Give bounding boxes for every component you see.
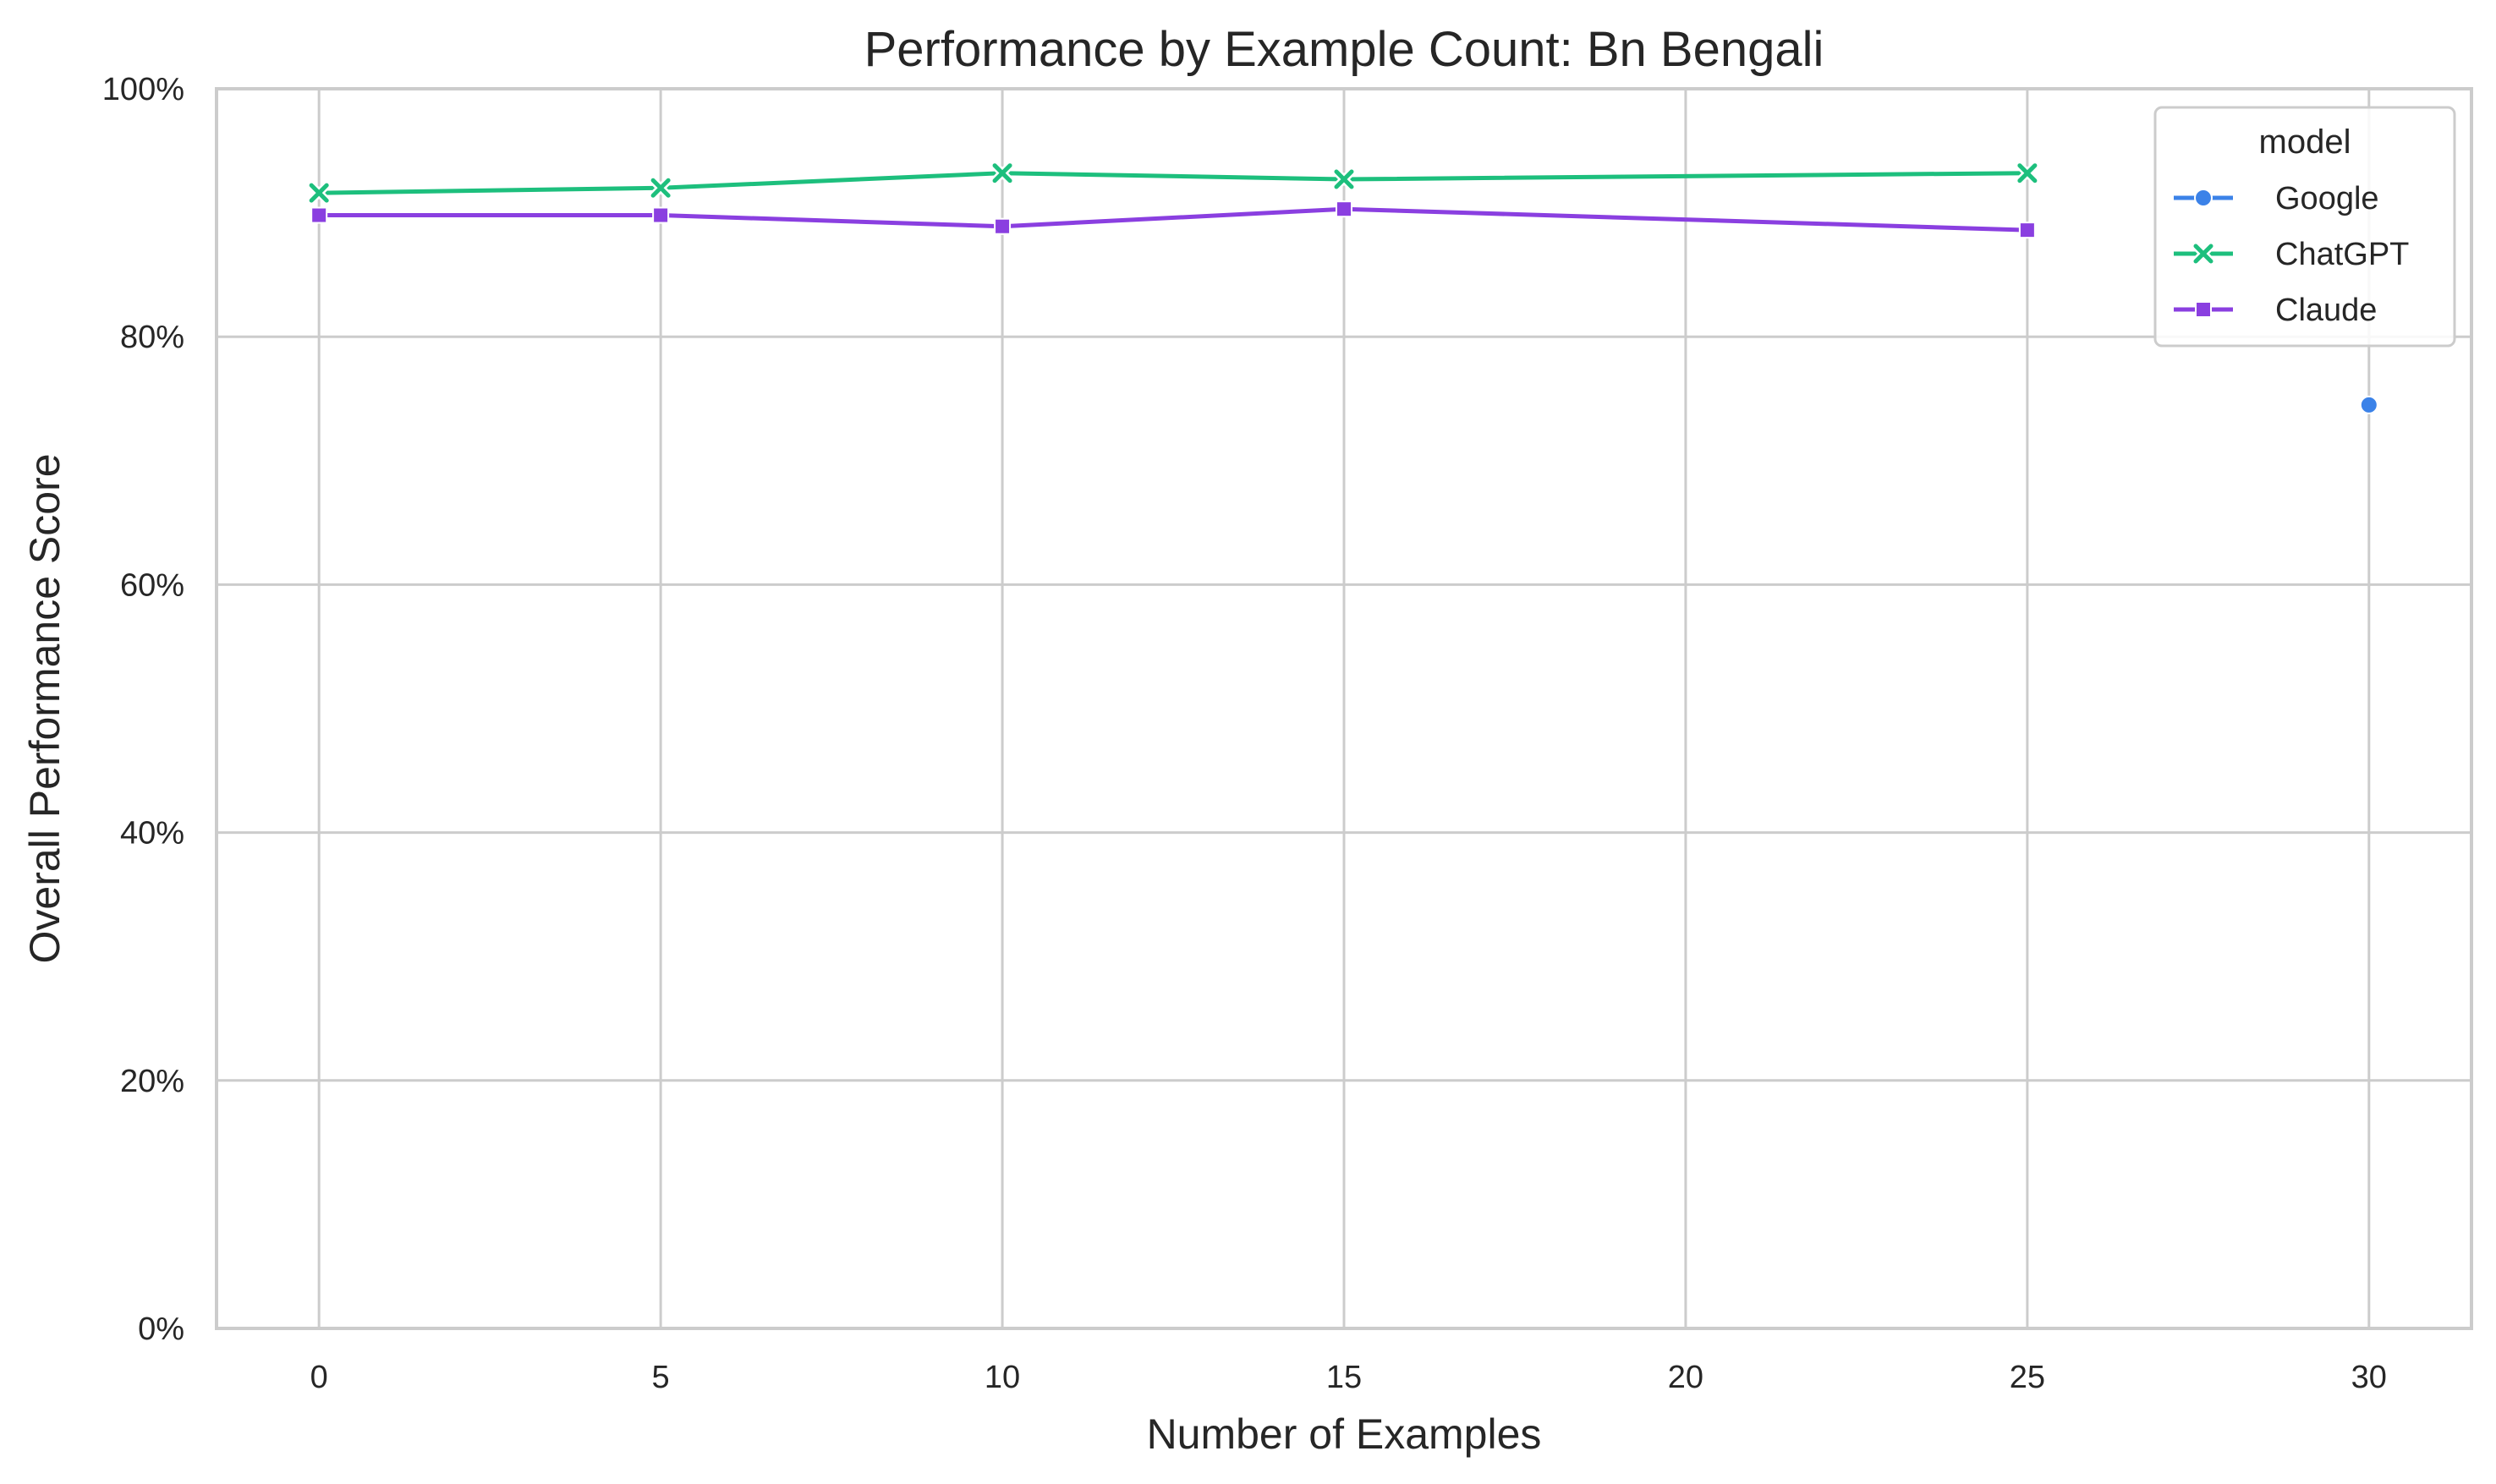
legend-items: Google ChatGPT Claude [2174,181,2409,328]
plot-frame [215,87,2473,1330]
x-marker-stroke [1334,169,1354,189]
y-tick-label: 20% [120,1064,184,1099]
x-marker-stroke [650,178,671,198]
x-axis-label: Number of Examples [1147,1410,1542,1458]
data-point-chatgpt [990,161,1015,185]
x-tick-label: 0 [310,1360,328,1395]
x-tick-label: 10 [985,1360,1020,1395]
y-tick-label: 0% [138,1312,184,1347]
legend-box [2153,106,2456,348]
data-point-claude [652,206,670,224]
data-point-claude [310,206,328,224]
x-tick-label: 5 [652,1360,670,1395]
legend-item-google: Google [2174,181,2379,216]
legend-item-chatgpt: ChatGPT [2174,237,2409,272]
legend-title: model [2259,123,2351,161]
y-tick-label: 40% [120,816,184,852]
series-line-claude [319,206,2027,233]
legend-marker-google [2194,189,2213,207]
x-marker-stroke [309,183,329,203]
data-point-chatgpt [1332,167,1356,192]
y-tick-label: 100% [102,72,184,107]
series-claude [310,200,2036,239]
legend-marker-chatgpt [2192,242,2215,266]
chart-title: Performance by Example Count: Bn Bengali [864,22,1824,77]
y-tick-label: 80% [120,320,184,355]
tick-labels: 0 5 10 15 20 25 30 0% 20% 40% 60% 80% 100% [102,72,2387,1395]
data-point-claude [2018,222,2036,239]
legend-label-chatgpt: ChatGPT [2275,237,2409,272]
legend-item-claude: Claude [2174,293,2377,328]
data-point-chatgpt [307,181,332,205]
x-marker-stroke [2017,163,2038,183]
y-tick-label: 60% [120,567,184,603]
x-tick-label: 30 [2351,1360,2387,1395]
series-chatgpt [307,161,2039,205]
x-tick-label: 20 [1668,1360,1703,1395]
legend-label-google: Google [2275,181,2379,216]
grid [217,87,2471,1330]
x-marker-stroke [992,163,1012,183]
legend: model Google ChatGPT Claude [2153,106,2456,348]
legend-label-claude: Claude [2275,293,2377,328]
series-google [2359,395,2378,414]
series-layer [307,161,2378,414]
data-point-chatgpt [2015,161,2039,185]
data-point-claude [1336,200,1352,218]
x-tick-label: 15 [1326,1360,1362,1395]
x-tick-label: 25 [2010,1360,2045,1395]
data-point-claude [994,217,1012,235]
y-axis-label: Overall Performance Score [21,453,69,963]
data-point-chatgpt [649,176,673,200]
legend-marker-claude [2195,301,2212,318]
x-marker-stroke [2193,244,2213,264]
data-point-google [2359,395,2378,414]
series-line-chatgpt [319,171,2027,195]
